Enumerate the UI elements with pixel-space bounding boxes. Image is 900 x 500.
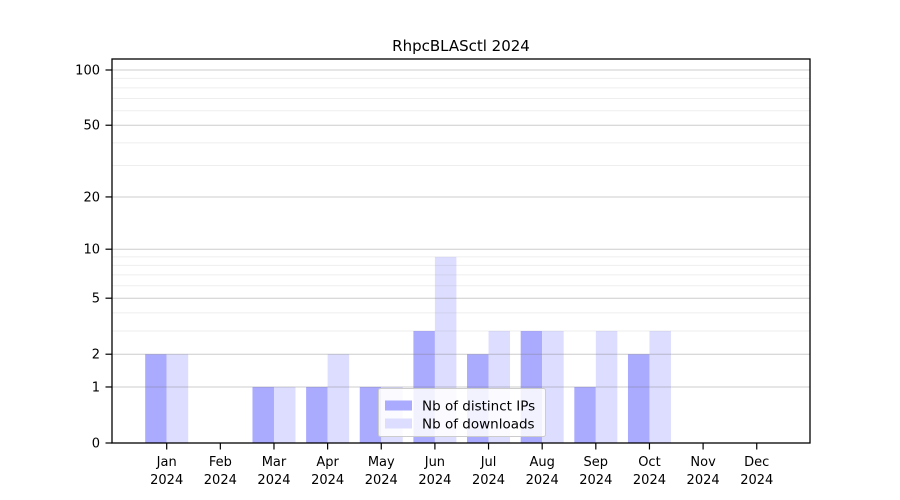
x-tick-label-month: Apr xyxy=(316,455,339,470)
x-tick-label-year: 2024 xyxy=(204,473,237,488)
x-tick-label-month: Jul xyxy=(480,455,497,470)
y-tick-label: 1 xyxy=(92,380,100,395)
bar-sep-distinct-ips xyxy=(574,386,596,443)
x-tick-label-year: 2024 xyxy=(150,473,183,488)
legend-label-distinct-ips: Nb of distinct IPs xyxy=(422,399,535,415)
x-tick-label-year: 2024 xyxy=(579,473,612,488)
chart-title: RhpcBLASctl 2024 xyxy=(392,37,530,55)
y-tick-label: 100 xyxy=(75,64,100,79)
x-tick-label-year: 2024 xyxy=(311,473,344,488)
bar-apr-downloads xyxy=(327,354,350,443)
bar-oct-distinct-ips xyxy=(627,354,650,443)
x-tick-label-year: 2024 xyxy=(472,473,505,488)
legend-box xyxy=(378,388,546,437)
x-tick-label-month: Feb xyxy=(209,455,232,470)
plot-border xyxy=(111,58,811,444)
x-tick-label-year: 2024 xyxy=(687,473,720,488)
bar-sep-downloads xyxy=(595,330,618,443)
x-tick-label-month: May xyxy=(368,455,395,470)
label-layer: 0 1 2 5 10 20 50 100 Jan 2024 Feb 2024 Mar 2024 Apr 202… xyxy=(75,64,773,489)
x-tick-label-month: Nov xyxy=(690,455,716,470)
x-tick-label-year: 2024 xyxy=(740,473,773,488)
x-tick-label-year: 2024 xyxy=(418,473,451,488)
legend-label-downloads: Nb of downloads xyxy=(422,417,535,433)
bar-apr-distinct-ips xyxy=(306,386,328,443)
x-tick-label-year: 2024 xyxy=(365,473,398,488)
y-tick-label: 20 xyxy=(83,190,100,205)
x-tick-label-year: 2024 xyxy=(257,473,290,488)
y-tick-label: 2 xyxy=(92,348,100,363)
bar-mar-distinct-ips xyxy=(252,386,274,443)
x-tick-label-month: Oct xyxy=(638,455,660,470)
x-tick-label-month: Jun xyxy=(424,455,445,470)
bar-oct-downloads xyxy=(649,330,671,443)
legend-swatch-distinct-ips xyxy=(385,400,412,411)
x-tick-label-month: Sep xyxy=(584,455,609,470)
bar-jan-downloads xyxy=(166,354,189,443)
y-tick-label: 10 xyxy=(83,243,100,258)
bar-jan-distinct-ips xyxy=(145,354,167,443)
legend: Nb of distinct IPs Nb of downloads xyxy=(378,388,546,437)
legend-swatch-downloads xyxy=(385,418,412,429)
x-tick-label-month: Dec xyxy=(744,455,769,470)
x-tick-label-year: 2024 xyxy=(633,473,666,488)
bar-may-distinct-ips xyxy=(359,386,382,443)
y-tick-label: 0 xyxy=(92,437,100,452)
x-tick-label-month: Aug xyxy=(529,455,554,470)
x-tick-label-year: 2024 xyxy=(526,473,559,488)
grid-layer xyxy=(112,69,810,388)
x-tick-label-month: Mar xyxy=(262,455,287,470)
bar-aug-downloads xyxy=(542,330,564,443)
bar-mar-downloads xyxy=(273,386,296,443)
y-tick-label: 5 xyxy=(92,292,100,307)
y-tick-label: 50 xyxy=(83,119,100,134)
axis-layer xyxy=(105,58,811,450)
x-tick-label-month: Jan xyxy=(156,455,177,470)
